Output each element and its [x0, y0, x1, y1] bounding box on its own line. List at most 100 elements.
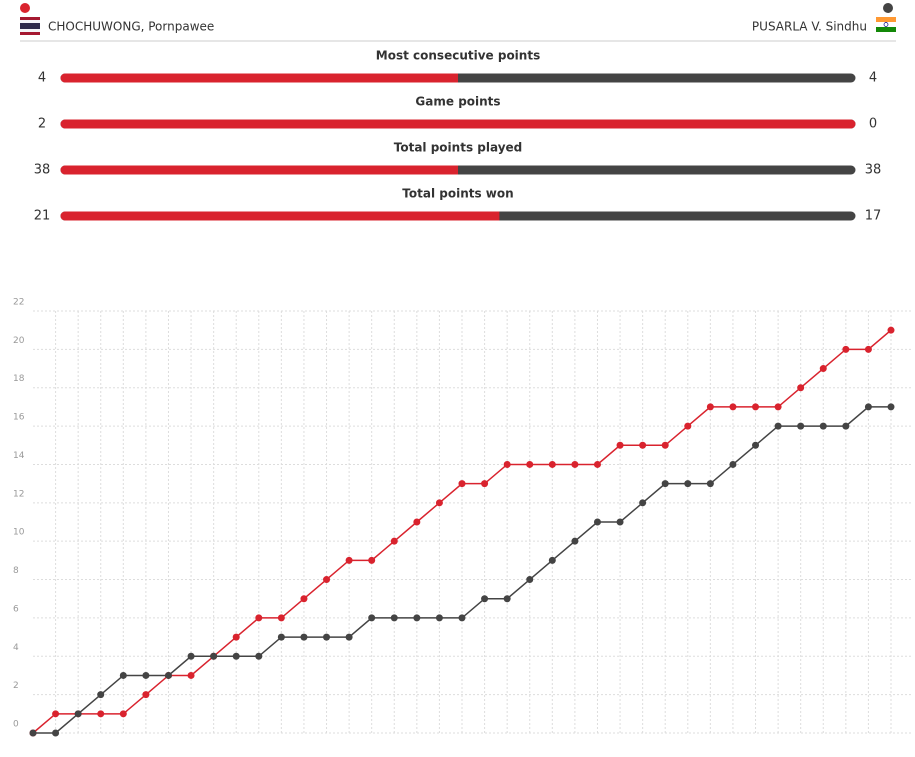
- stats: Most consecutive points 4 4 Game points 2 0 To…: [34, 49, 882, 224]
- stat-value: 2: [38, 117, 46, 132]
- point: [819, 422, 827, 430]
- stat-label: Total points played: [394, 141, 523, 155]
- y-tick-label: 2: [13, 681, 19, 691]
- point: [481, 480, 489, 488]
- point: [187, 652, 195, 660]
- y-tick-label: 20: [13, 336, 25, 346]
- point: [97, 691, 105, 699]
- point: [413, 518, 421, 526]
- y-tick-label: 12: [13, 489, 24, 499]
- stat-value: 38: [865, 163, 882, 178]
- point: [368, 614, 376, 622]
- point: [119, 671, 127, 679]
- stat-label: Game points: [415, 95, 500, 109]
- point: [164, 671, 172, 679]
- point: [729, 460, 737, 468]
- y-tick-label: 14: [13, 451, 25, 461]
- point: [774, 422, 782, 430]
- point: [390, 614, 398, 622]
- stat-value: 21: [34, 209, 51, 224]
- point: [255, 614, 263, 622]
- point: [232, 633, 240, 641]
- y-tick-label: 8: [13, 566, 19, 576]
- point: [571, 460, 579, 468]
- point: [52, 710, 60, 718]
- point: [503, 460, 511, 468]
- y-tick-label: 16: [13, 413, 25, 423]
- point: [210, 652, 218, 660]
- chart: 0 2 4 6 8 10 12 14 16 18 20 22: [13, 298, 912, 737]
- point: [571, 537, 579, 545]
- point: [548, 460, 556, 468]
- point: [864, 345, 872, 353]
- point: [142, 671, 150, 679]
- player-dot: [20, 3, 30, 13]
- stat-value: 38: [34, 163, 51, 178]
- point: [481, 595, 489, 603]
- point: [368, 556, 376, 564]
- point: [526, 460, 534, 468]
- y-tick-label: 4: [13, 643, 19, 653]
- point: [345, 556, 353, 564]
- point: [548, 556, 556, 564]
- point: [323, 633, 331, 641]
- y-tick-label: 10: [13, 528, 25, 538]
- point: [74, 710, 82, 718]
- point: [684, 480, 692, 488]
- point: [864, 403, 872, 411]
- stat-bar-cap: [60, 165, 70, 175]
- stat-label: Total points won: [402, 187, 513, 201]
- point: [52, 729, 60, 737]
- point: [390, 537, 398, 545]
- point: [706, 403, 714, 411]
- player-name: CHOCHUWONG, Pornpawee: [48, 20, 214, 34]
- point: [97, 710, 105, 718]
- point: [684, 422, 692, 430]
- point: [887, 403, 895, 411]
- y-tick-label: 6: [13, 604, 19, 614]
- point: [661, 441, 669, 449]
- stat-label: Most consecutive points: [376, 49, 540, 63]
- y-tick-label: 22: [13, 298, 24, 308]
- point: [29, 729, 37, 737]
- point: [232, 652, 240, 660]
- point: [819, 365, 827, 373]
- stat-bar-cap: [60, 211, 70, 221]
- point: [458, 614, 466, 622]
- point: [435, 614, 443, 622]
- player-name: PUSARLA V. Sindhu: [752, 20, 867, 34]
- stat-value: 4: [38, 71, 46, 86]
- point: [639, 441, 647, 449]
- point: [187, 671, 195, 679]
- point: [300, 633, 308, 641]
- point: [458, 480, 466, 488]
- point: [255, 652, 263, 660]
- player-dot: [883, 3, 893, 13]
- y-tick-label: 0: [13, 720, 19, 730]
- point: [142, 691, 150, 699]
- flag-india: [876, 17, 896, 32]
- stat-bar-cap: [60, 73, 70, 83]
- point: [774, 403, 782, 411]
- point: [616, 441, 624, 449]
- stat-value: 4: [869, 71, 877, 86]
- point: [526, 576, 534, 584]
- point: [277, 633, 285, 641]
- point: [842, 345, 850, 353]
- point: [119, 710, 127, 718]
- point: [345, 633, 353, 641]
- point: [413, 614, 421, 622]
- point: [797, 422, 805, 430]
- point: [752, 441, 760, 449]
- flag-thailand: [20, 17, 40, 35]
- point: [593, 518, 601, 526]
- point: [639, 499, 647, 507]
- point: [300, 595, 308, 603]
- point: [593, 460, 601, 468]
- point: [797, 384, 805, 392]
- point: [887, 326, 895, 334]
- point: [435, 499, 443, 507]
- point: [752, 403, 760, 411]
- stat-value: 0: [869, 117, 877, 132]
- point: [616, 518, 624, 526]
